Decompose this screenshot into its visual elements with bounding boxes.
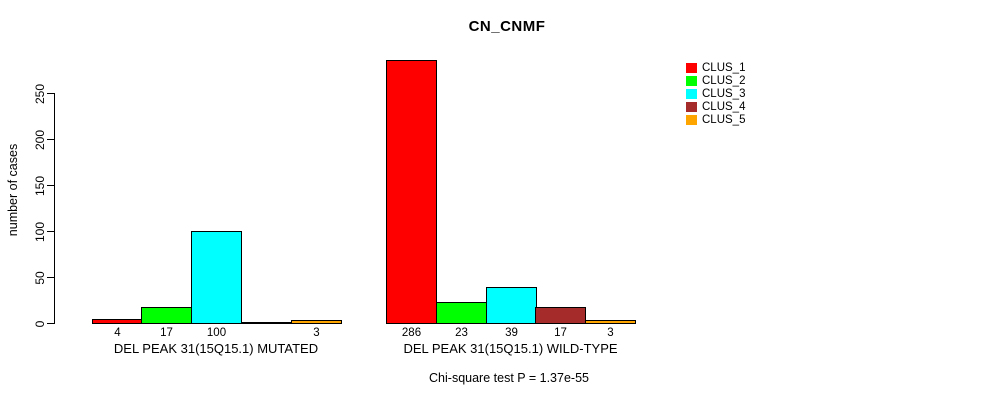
legend-swatch-icon [686, 75, 697, 86]
y-axis-tick [47, 139, 54, 140]
legend-label: CLUS_3 [702, 87, 746, 100]
legend-item-clus_1: CLUS_1 [686, 61, 745, 74]
bar-clus_3 [486, 286, 537, 324]
group-axis-label: DEL PEAK 31(15Q15.1) MUTATED [113, 341, 319, 356]
legend-label: CLUS_2 [702, 74, 746, 87]
y-axis-tick [47, 185, 54, 186]
y-axis-tick [47, 93, 54, 94]
legend-swatch-icon [686, 102, 697, 113]
bar-clus_2 [436, 301, 487, 324]
bar-clus_2 [141, 306, 192, 324]
bar-value-label: 100 [206, 327, 227, 339]
bar-clus_5 [585, 319, 636, 324]
legend-item-clus_2: CLUS_2 [686, 74, 745, 87]
bar-clus_4 [241, 321, 292, 324]
y-axis-line [54, 93, 55, 324]
bar-value-label: 17 [160, 327, 173, 339]
legend-label: CLUS_4 [702, 101, 746, 114]
y-axis-tick-label: 250 [33, 83, 47, 104]
legend: CLUS_1 CLUS_2 CLUS_3 CLUS_4 CLUS_5 [686, 61, 745, 127]
legend-label: CLUS_1 [702, 61, 746, 74]
y-axis-tick [47, 231, 54, 232]
y-axis-tick-label: 100 [33, 221, 47, 242]
y-axis-tick [47, 323, 54, 324]
legend-swatch-icon [686, 88, 697, 99]
bar-value-label: 286 [401, 327, 422, 339]
y-axis-tick-label: 150 [33, 175, 47, 196]
bar-value-label: 3 [313, 327, 320, 339]
bar-value-label: 3 [607, 327, 614, 339]
legend-item-clus_4: CLUS_4 [686, 101, 745, 114]
legend-label: CLUS_5 [702, 114, 746, 127]
bar-value-label: 4 [114, 327, 121, 339]
y-axis-label: number of cases [6, 143, 20, 237]
bar-clus_3 [191, 230, 242, 324]
y-axis-tick [47, 277, 54, 278]
y-axis-tick-label: 0 [33, 320, 47, 327]
bar-value-label: 39 [505, 327, 518, 339]
legend-item-clus_3: CLUS_3 [686, 87, 745, 100]
chart-title: CN_CNMF [468, 18, 546, 35]
group-axis-label: DEL PEAK 31(15Q15.1) WILD-TYPE [403, 341, 618, 356]
legend-swatch-icon [686, 62, 697, 73]
chi-square-annotation: Chi-square test P = 1.37e-55 [429, 371, 589, 385]
y-axis-tick-label: 200 [33, 129, 47, 150]
bar-clus_1 [92, 318, 143, 324]
bar-clus_5 [291, 319, 342, 324]
bar-clus_1 [386, 59, 437, 324]
bar-value-label: 23 [455, 327, 468, 339]
legend-swatch-icon [686, 115, 697, 126]
y-axis-tick-label: 50 [33, 270, 47, 285]
bar-clus_4 [535, 306, 586, 324]
bar-value-label: 17 [554, 327, 567, 339]
legend-item-clus_5: CLUS_5 [686, 114, 745, 127]
